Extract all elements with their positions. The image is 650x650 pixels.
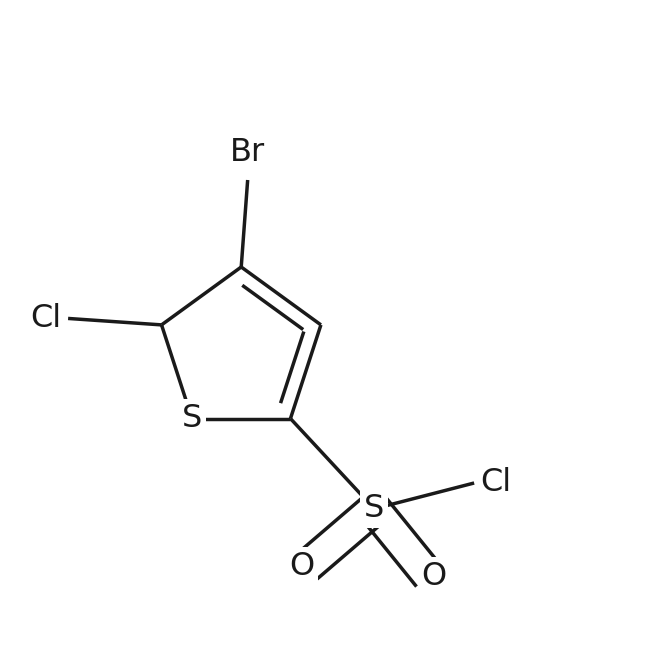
- Text: Cl: Cl: [480, 467, 512, 499]
- Text: Br: Br: [230, 137, 265, 168]
- Text: S: S: [182, 403, 202, 434]
- Text: Cl: Cl: [31, 303, 62, 334]
- Text: O: O: [422, 561, 447, 592]
- Text: S: S: [364, 493, 384, 525]
- Text: O: O: [289, 551, 314, 582]
